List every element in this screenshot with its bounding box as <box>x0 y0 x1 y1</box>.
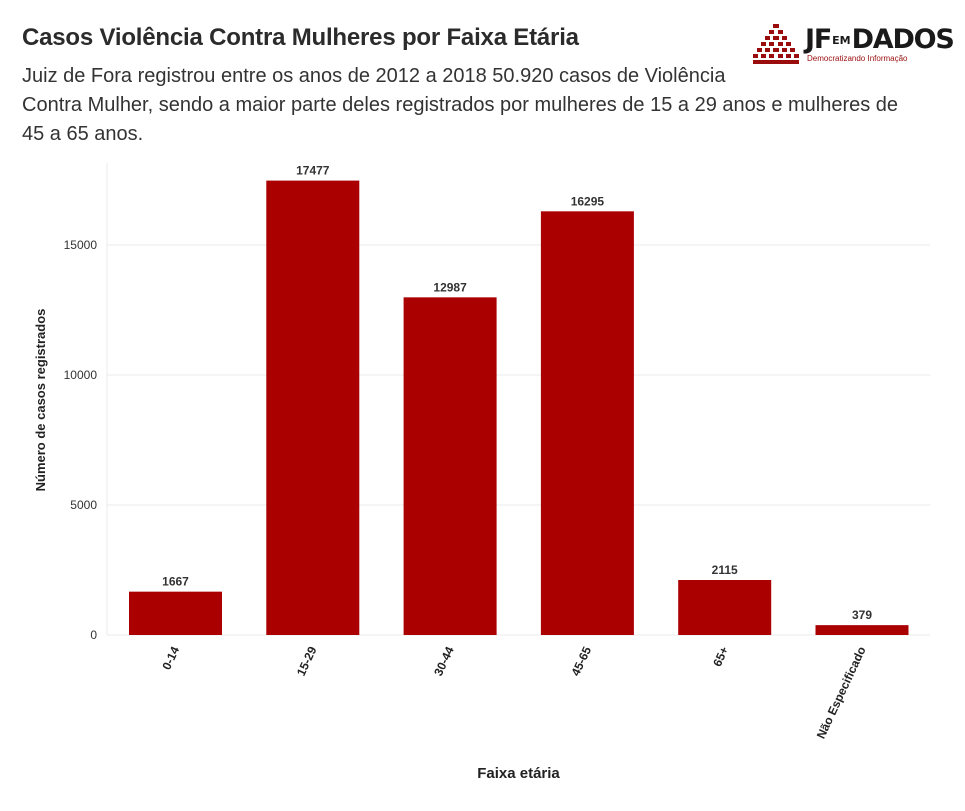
logo-dados: DADOS <box>851 24 955 55</box>
data-label: 17477 <box>296 164 330 178</box>
bar <box>540 211 634 635</box>
logo-tagline: Democratizando Informação <box>807 54 908 63</box>
x-tick-label: Não Especificado <box>814 644 869 741</box>
data-label: 12987 <box>433 280 467 294</box>
jf-em-dados-logo: JFEMDADOS Democratizando Informação <box>753 22 955 66</box>
chart-title: Casos Violência Contra Mulheres por Faix… <box>22 24 579 51</box>
subtitle-line: 45 a 65 anos. <box>22 123 144 145</box>
x-tick-label: 15-29 <box>294 644 320 678</box>
bar <box>129 591 222 635</box>
logo-em: EM <box>832 34 851 47</box>
y-tick-label: 5000 <box>70 498 97 512</box>
data-label: 16295 <box>571 194 605 208</box>
bar <box>266 180 360 635</box>
logo-jf: JF <box>805 24 832 55</box>
bar <box>815 625 909 635</box>
x-tick-label: 30-44 <box>431 644 457 678</box>
logo-wordmark: JFEMDADOS <box>805 24 955 55</box>
subtitle-line: Contra Mulher, sendo a maior parte deles… <box>22 94 899 116</box>
data-label: 2115 <box>712 563 738 577</box>
data-label: 1667 <box>162 575 189 589</box>
logo-pyramid-icon <box>753 24 799 64</box>
x-tick-label: 0-14 <box>159 644 182 672</box>
y-tick-label: 10000 <box>64 368 98 382</box>
x-axis-title: Faixa etária <box>477 765 560 782</box>
subtitle-line: Juiz de Fora registrou entre os anos de … <box>22 65 726 87</box>
y-axis-title: Número de casos registrados <box>33 309 48 492</box>
y-tick-label: 15000 <box>64 238 98 252</box>
chart-subtitle: Juiz de Fora registrou entre os anos de … <box>22 62 942 149</box>
bar <box>678 580 772 635</box>
x-tick-label: 65+ <box>710 644 731 668</box>
y-tick-label: 0 <box>90 628 97 642</box>
bar <box>403 297 497 635</box>
x-tick-label: 45-65 <box>568 644 594 678</box>
data-label: 379 <box>852 608 872 622</box>
